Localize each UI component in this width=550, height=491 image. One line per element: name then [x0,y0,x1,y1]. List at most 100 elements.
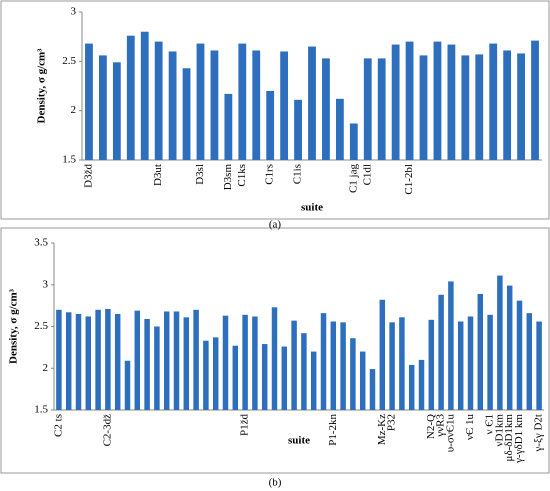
bar [266,90,275,160]
bar [516,300,523,410]
bar [224,93,233,160]
x-tick-label: μδ-δD1km [503,414,515,462]
bar [301,333,307,410]
bar [271,307,278,410]
bar [503,50,512,161]
x-tick-label: C1 jag [347,164,359,194]
bar [477,293,484,410]
x-tick-label: ν Є1 [484,414,496,435]
x-tick-label: C2-3dž [101,414,113,447]
bar [419,55,428,161]
bar [379,299,386,410]
bar [369,369,376,410]
bar [389,322,395,410]
bar [56,309,62,410]
caption: (b) [269,477,282,489]
bar [294,99,302,160]
bar [140,31,149,160]
y-axis-label: Density, σ g/cm³ [36,48,48,124]
bar [487,314,493,410]
x-tick-label: D3žd [83,164,95,188]
bar [335,98,344,160]
bar [196,43,205,160]
x-tick-label: C2 ts [52,414,64,437]
bar [448,281,454,410]
bar [154,41,163,160]
bar [75,313,82,410]
x-tick-label: D3ut [152,164,164,186]
bar [112,62,121,160]
y-tick-label: 3 [43,278,49,290]
bar [173,311,180,410]
x-tick-label: N2-Q [425,414,437,439]
bar [281,346,288,410]
bar [531,40,539,160]
bar [467,316,474,410]
bar [526,313,533,410]
x-tick-label: C1rs [264,164,276,185]
y-tick-label: 2 [43,362,49,374]
chart-frame [0,227,550,474]
x-tick-label: P1-2kn [327,414,339,446]
bar [340,322,346,410]
bar [506,285,513,410]
bar [168,51,177,160]
bar [126,35,135,160]
bar [457,321,464,410]
bar [438,294,444,410]
bar [308,46,316,160]
bar [154,326,160,410]
x-tick-label: C1-2bl [403,164,415,195]
bar [238,43,247,160]
bar [212,337,219,410]
bar [461,55,470,161]
bar [99,55,107,161]
bar [261,344,268,410]
y-tick-label: 2 [71,104,77,116]
bar [291,320,297,410]
x-tick-label: γ-γδD1 km [513,414,525,464]
bar [222,315,229,410]
bar [497,275,503,410]
x-tick-label: D3sm [222,164,234,191]
y-tick-label: 1.5 [62,154,76,166]
y-tick-label: 2.5 [62,55,76,67]
bar [193,309,199,410]
bar [65,312,72,410]
bar [408,364,415,410]
bar [232,345,239,410]
y-tick-label: 3.5 [34,237,48,249]
y-tick-label: 3 [71,6,77,18]
x-tick-label: Mz-Kz [376,414,388,445]
bar [320,313,327,410]
x-tick-label: νD1km [493,414,505,447]
bar [322,58,330,160]
bar [114,313,121,410]
x-tick-label: C1is [292,164,304,184]
bar [377,58,386,160]
bar [210,50,219,161]
x-tick-label: D3sl [194,164,206,185]
bar [363,58,372,160]
x-tick-label: νЄ 1u [464,414,476,440]
bar [242,314,248,410]
bar [85,43,93,160]
bar [163,311,170,410]
bar [418,359,425,410]
bar [280,51,289,160]
bar [447,44,456,161]
y-axis-label: Density, σ g/cm³ [8,288,20,364]
caption: (a) [269,219,282,231]
x-axis-label: suite [288,435,310,447]
bar [203,340,209,410]
bar [349,123,358,160]
bar [475,54,484,160]
bar [182,68,191,160]
bar [536,321,542,410]
bar [405,41,414,160]
x-axis-label: suite [301,202,323,214]
bar [399,317,405,410]
bar [310,351,317,410]
bar [85,316,92,410]
